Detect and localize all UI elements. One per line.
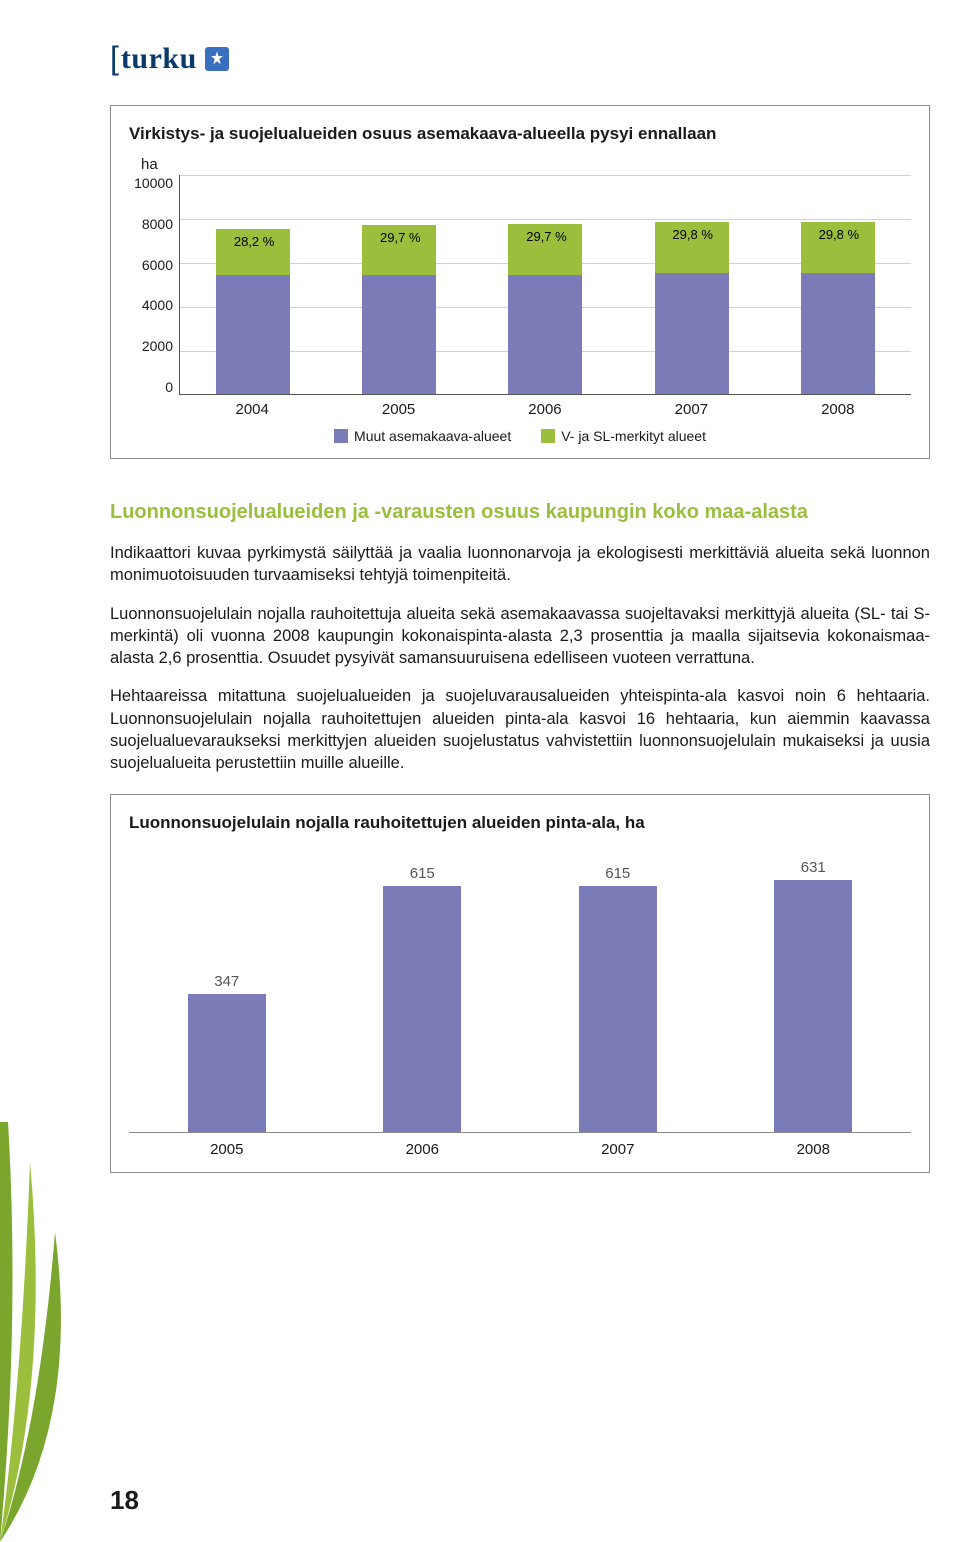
chart2-plot: 347 615 615 631 <box>129 853 911 1133</box>
bar <box>188 994 266 1133</box>
paragraph: Indikaattori kuvaa pyrkimystä säilyttää … <box>110 542 930 587</box>
bar-column <box>655 222 729 394</box>
xlabel: 2005 <box>382 401 415 418</box>
chart2-frame: Luonnonsuojelulain nojalla rauhoitettuje… <box>110 794 930 1173</box>
bar-column: 631 <box>774 859 852 1132</box>
xlabel: 2008 <box>797 1141 830 1158</box>
ytick: 0 <box>165 379 173 395</box>
ytick: 2000 <box>142 338 173 354</box>
bar-column: 347 <box>188 973 266 1133</box>
grass-decoration-icon <box>0 1122 110 1542</box>
bar-value-label: 615 <box>410 865 435 882</box>
bar-value-label: 347 <box>214 973 239 990</box>
bar <box>774 880 852 1132</box>
bar-pct-label: 29,7 % <box>526 229 566 244</box>
chart2-bars: 347 615 615 631 <box>129 853 911 1133</box>
chart1-bars <box>180 175 911 394</box>
ytick: 8000 <box>142 216 173 232</box>
ytick: 10000 <box>134 175 173 191</box>
chart1-frame: Virkistys- ja suojelualueiden osuus asem… <box>110 105 930 459</box>
chart2-title: Luonnonsuojelulain nojalla rauhoitettuje… <box>129 813 911 833</box>
bar-segment-bottom <box>801 273 875 394</box>
section-heading: Luonnonsuojelualueiden ja -varausten osu… <box>110 501 930 524</box>
paragraph: Luonnonsuojelulain nojalla rauhoitettuja… <box>110 603 930 670</box>
body-text: Indikaattori kuvaa pyrkimystä säilyttää … <box>110 542 930 774</box>
bar <box>579 886 657 1132</box>
logo: [ turku <box>110 40 930 77</box>
bar-segment-bottom <box>216 275 290 394</box>
xlabel: 2005 <box>210 1141 243 1158</box>
bar-pct-label: 28,2 % <box>234 234 274 249</box>
bar-segment-bottom <box>655 273 729 394</box>
page-number: 18 <box>110 1485 139 1516</box>
bar-value-label: 615 <box>605 865 630 882</box>
ytick: 4000 <box>142 297 173 313</box>
bar-column: 615 <box>383 865 461 1132</box>
legend-item: Muut asemakaava-alueet <box>334 428 511 444</box>
bar-pct-label: 29,8 % <box>819 227 859 242</box>
chart2-xlabels: 2005 2006 2007 2008 <box>129 1141 911 1158</box>
bar-column <box>508 224 582 394</box>
chart1-grid: 28,2 % 29,7 % 29,7 % 29,8 % 29,8 % <box>179 175 911 395</box>
logo-bracket: [ <box>110 40 113 77</box>
chart1-yticks: 10000 8000 6000 4000 2000 0 <box>129 175 179 395</box>
legend-swatch-icon <box>541 429 555 443</box>
xlabel: 2007 <box>601 1141 634 1158</box>
xlabel: 2008 <box>821 401 854 418</box>
xlabel: 2004 <box>236 401 269 418</box>
bar-segment-bottom <box>508 275 582 394</box>
chart1-legend: Muut asemakaava-alueet V- ja SL-merkityt… <box>129 428 911 444</box>
bar-column <box>801 222 875 394</box>
legend-label: V- ja SL-merkityt alueet <box>561 428 706 444</box>
page: [ turku Virkistys- ja suojelualueiden os… <box>0 0 960 1542</box>
bar-value-label: 631 <box>801 859 826 876</box>
logo-word: turku <box>121 42 197 76</box>
ytick: 6000 <box>142 257 173 273</box>
paragraph: Hehtaareissa mitattuna suojelualueiden j… <box>110 685 930 774</box>
chart1-title: Virkistys- ja suojelualueiden osuus asem… <box>129 124 911 144</box>
bar-column: 615 <box>579 865 657 1132</box>
legend-swatch-icon <box>334 429 348 443</box>
bar-column <box>362 225 436 394</box>
chart1-xlabels: 2004 2005 2006 2007 2008 <box>179 401 911 418</box>
legend-item: V- ja SL-merkityt alueet <box>541 428 706 444</box>
xlabel: 2006 <box>528 401 561 418</box>
xlabel: 2007 <box>675 401 708 418</box>
bar-column <box>216 229 290 394</box>
logo-emblem-icon <box>205 47 229 71</box>
legend-label: Muut asemakaava-alueet <box>354 428 511 444</box>
chart1-y-unit: ha <box>141 156 911 173</box>
bar-pct-label: 29,7 % <box>380 230 420 245</box>
bar-pct-label: 29,8 % <box>672 227 712 242</box>
bar-segment-bottom <box>362 275 436 394</box>
bar <box>383 886 461 1132</box>
xlabel: 2006 <box>406 1141 439 1158</box>
